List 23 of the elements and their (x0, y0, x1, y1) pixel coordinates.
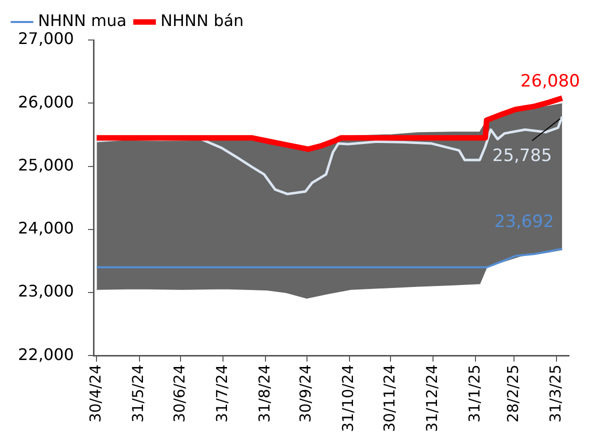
x-tick-label: 30/6/24 (170, 364, 188, 422)
y-tick-label: 23,000 (18, 282, 74, 301)
x-tick-label: 28/2/25 (504, 364, 522, 422)
x-tick-label: 31/5/24 (129, 364, 148, 422)
x-tick-label: 31/3/25 (546, 364, 565, 422)
x-tick-label: 30/9/24 (296, 364, 315, 422)
x-tick-label: 31/1/25 (466, 364, 484, 422)
y-tick-label: 27,000 (18, 29, 74, 48)
y-tick-label: 24,000 (18, 218, 74, 238)
legend-label: NHNN mua (38, 11, 127, 30)
x-tick-label: 31/12/24 (422, 364, 441, 432)
y-tick-label: 25,000 (18, 155, 74, 174)
x-tick-label: 31/8/24 (255, 364, 274, 422)
data-label: 26,080 (520, 72, 580, 92)
x-tick-label: 31/7/24 (212, 364, 231, 422)
x-tick-label: 31/10/24 (339, 364, 358, 432)
legend-label: NHNN bán (160, 11, 244, 30)
x-tick-label: 30/11/24 (380, 364, 398, 432)
data-label: 23,692 (494, 212, 554, 232)
y-tick-label: 22,000 (18, 344, 74, 364)
data-label: 25,785 (492, 146, 552, 166)
x-tick-label: 30/4/24 (86, 364, 105, 422)
y-tick-label: 26,000 (18, 92, 74, 112)
